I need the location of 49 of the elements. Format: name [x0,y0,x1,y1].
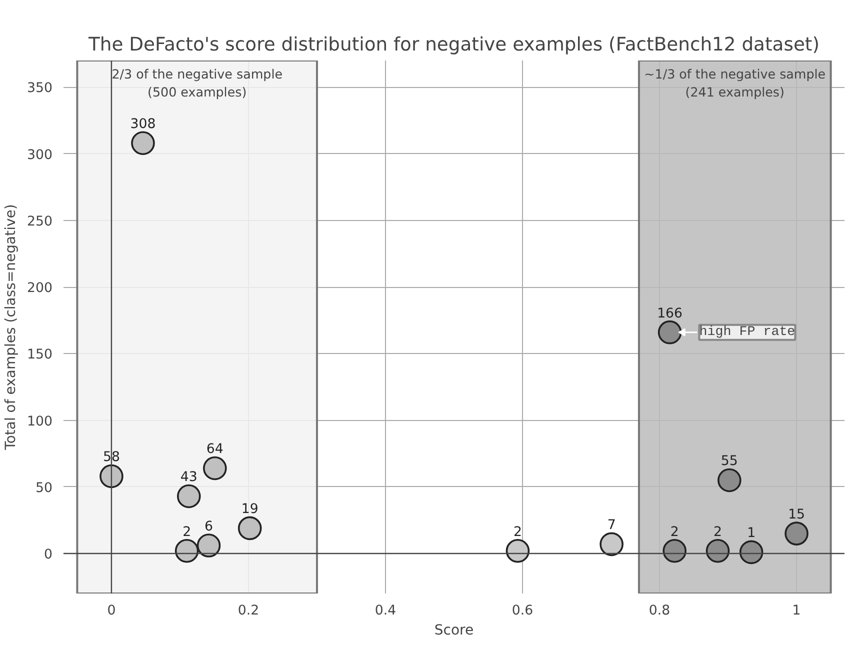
data-label: 1 [747,526,756,542]
data-label: 2 [670,524,679,540]
data-label: 2 [714,524,722,540]
point [196,534,221,558]
point [718,468,742,492]
data-label: 64 [206,442,224,458]
y-tick-label: 300 [27,148,53,163]
band-label: ~1/3 of the negative sample (241 examples) [644,66,826,100]
y-tick-label: 250 [27,214,53,230]
point [506,538,530,563]
point [176,484,201,508]
point [600,532,624,556]
x-axis-title: Score [434,622,474,638]
data-label: 308 [130,117,156,132]
data-label: 2 [182,524,192,540]
x-tick-label: 1 [792,604,801,618]
point [203,456,227,480]
data-label: 15 [788,508,806,523]
x-tick-label: 0.8 [648,604,670,618]
chart-title: The DeFacto's score distribution for negative examples (FactBench12 dataset) [87,34,820,56]
data-label: 6 [204,520,213,535]
y-tick-label: 50 [36,480,53,496]
point [739,540,764,564]
y-tick-label: 350 [27,81,53,96]
point [100,464,124,488]
data-label: 7 [607,518,616,534]
point [784,522,808,546]
y-tick-label: 150 [27,348,53,363]
data-label: 19 [241,502,258,518]
point [131,131,155,155]
annotation: high FP rate [699,324,796,340]
data-label: 55 [720,454,738,470]
data-label: 2 [513,524,522,540]
y-tick-label: 200 [27,281,53,296]
data-label: 166 [657,306,683,322]
y-tick-label: 100 [27,414,53,430]
x-tick-label: 0.6 [512,604,534,618]
y-tick-label: 0 [44,548,53,563]
x-tick-label: 0 [107,604,116,618]
point [706,538,730,563]
point [662,538,686,563]
band-label: 2/3 of the negative sample (500 examples) [112,66,283,100]
point [658,320,682,344]
x-tick-label: 0.4 [374,604,396,618]
y-axis-title: Total of examples (class=negative) [3,204,20,451]
x-tick-label: 0.2 [238,604,260,618]
point [238,516,262,540]
data-label: 43 [180,470,198,486]
point [174,538,199,563]
